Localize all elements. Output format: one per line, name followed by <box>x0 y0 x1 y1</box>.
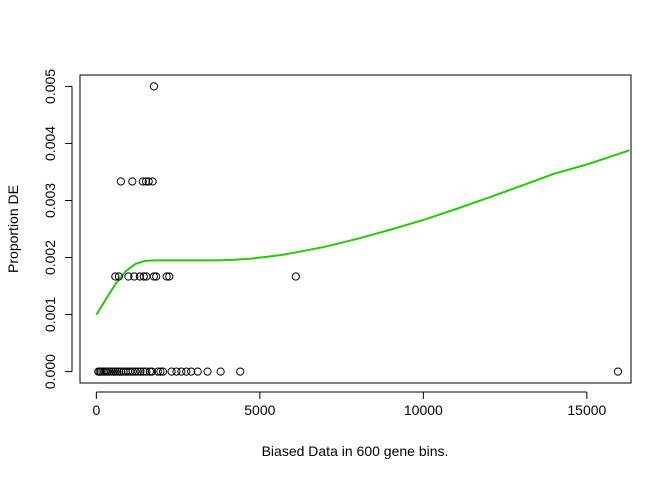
x-tick-label: 0 <box>92 402 100 418</box>
x-tick-label: 5000 <box>244 402 275 418</box>
data-point <box>613 367 623 376</box>
data-point <box>149 82 159 91</box>
data-point <box>131 367 140 376</box>
data-point <box>133 367 142 376</box>
fit-line-series <box>95 149 630 316</box>
data-point <box>236 367 245 376</box>
data-point <box>116 177 125 186</box>
data-point <box>291 272 300 281</box>
y-tick-label: 0.001 <box>42 297 58 332</box>
data-point <box>136 367 145 376</box>
data-point <box>142 367 151 376</box>
x-tick-label: 15000 <box>567 402 606 418</box>
data-point <box>141 177 151 186</box>
data-point <box>128 177 137 186</box>
y-axis-title: Proportion DE <box>5 185 21 273</box>
data-point <box>152 272 161 281</box>
data-point <box>216 367 225 376</box>
y-tick-label: 0.004 <box>42 126 58 161</box>
y-axis: 0.000 0.001 0.002 0.003 0.004 0.005 <box>42 69 73 389</box>
y-tick-label: 0.003 <box>42 183 58 218</box>
data-point <box>203 367 212 376</box>
data-point <box>187 367 196 376</box>
data-point <box>128 367 137 376</box>
y-tick-label: 0.002 <box>42 240 58 275</box>
data-point <box>144 177 153 186</box>
plot-frame <box>79 74 632 384</box>
data-point <box>124 272 133 281</box>
data-point <box>158 367 168 376</box>
data-point <box>162 272 171 281</box>
data-points <box>94 82 623 376</box>
data-point <box>138 177 147 186</box>
data-point <box>135 272 144 281</box>
data-point <box>130 272 139 281</box>
data-point <box>193 367 202 376</box>
data-point <box>139 367 148 376</box>
x-tick-label: 10000 <box>404 402 443 418</box>
data-point <box>111 272 120 281</box>
data-point <box>177 367 186 376</box>
data-point <box>148 177 157 186</box>
data-point <box>139 272 148 281</box>
data-point <box>156 367 165 376</box>
data-point <box>167 367 176 376</box>
x-axis: 0 5000 10000 15000 <box>92 391 607 418</box>
data-point <box>165 272 174 281</box>
data-point <box>147 367 157 376</box>
data-point <box>153 367 162 376</box>
data-point <box>182 367 191 376</box>
y-tick-label: 0.005 <box>42 69 58 104</box>
x-axis-title: Biased Data in 600 gene bins. <box>262 443 449 459</box>
y-tick-label: 0.000 <box>42 354 58 389</box>
data-point <box>114 272 124 281</box>
data-point <box>149 272 159 281</box>
data-point <box>172 367 181 376</box>
fit-line <box>95 149 630 316</box>
